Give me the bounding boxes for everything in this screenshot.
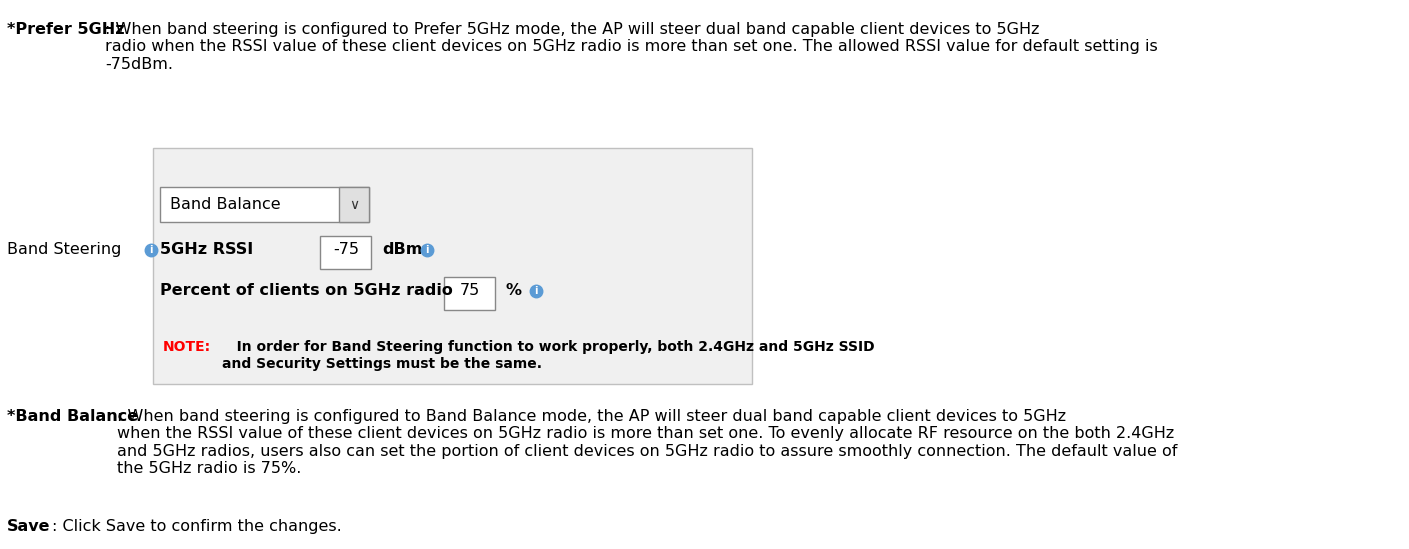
Text: 75: 75 (459, 283, 479, 299)
FancyBboxPatch shape (320, 236, 372, 269)
Text: i: i (534, 286, 537, 296)
Text: Band Balance: Band Balance (169, 197, 280, 212)
FancyBboxPatch shape (161, 187, 369, 222)
Text: i: i (149, 245, 152, 255)
Text: In order for Band Steering function to work properly, both 2.4GHz and 5GHz SSID
: In order for Band Steering function to w… (223, 340, 875, 371)
Text: Save: Save (7, 519, 51, 534)
Text: *Band Balance: *Band Balance (7, 409, 138, 424)
Text: 5GHz RSSI: 5GHz RSSI (161, 242, 254, 257)
Text: Band Steering: Band Steering (7, 242, 121, 257)
Text: Percent of clients on 5GHz radio: Percent of clients on 5GHz radio (161, 283, 454, 299)
Text: i: i (424, 245, 428, 255)
Text: *Prefer 5GHz: *Prefer 5GHz (7, 22, 124, 37)
Text: NOTE:: NOTE: (163, 340, 211, 355)
Text: : Click Save to confirm the changes.: : Click Save to confirm the changes. (52, 519, 342, 534)
FancyBboxPatch shape (340, 187, 369, 222)
Text: : When band steering is configured to Band Balance mode, the AP will steer dual : : When band steering is configured to Ba… (117, 409, 1178, 476)
Text: %: % (506, 283, 521, 299)
Text: : When band steering is configured to Prefer 5GHz mode, the AP will steer dual b: : When band steering is configured to Pr… (104, 22, 1158, 72)
FancyBboxPatch shape (444, 277, 495, 310)
Text: dBm: dBm (382, 242, 423, 257)
FancyBboxPatch shape (154, 148, 752, 384)
Text: -75: -75 (333, 242, 359, 257)
Text: ∨: ∨ (349, 198, 359, 211)
